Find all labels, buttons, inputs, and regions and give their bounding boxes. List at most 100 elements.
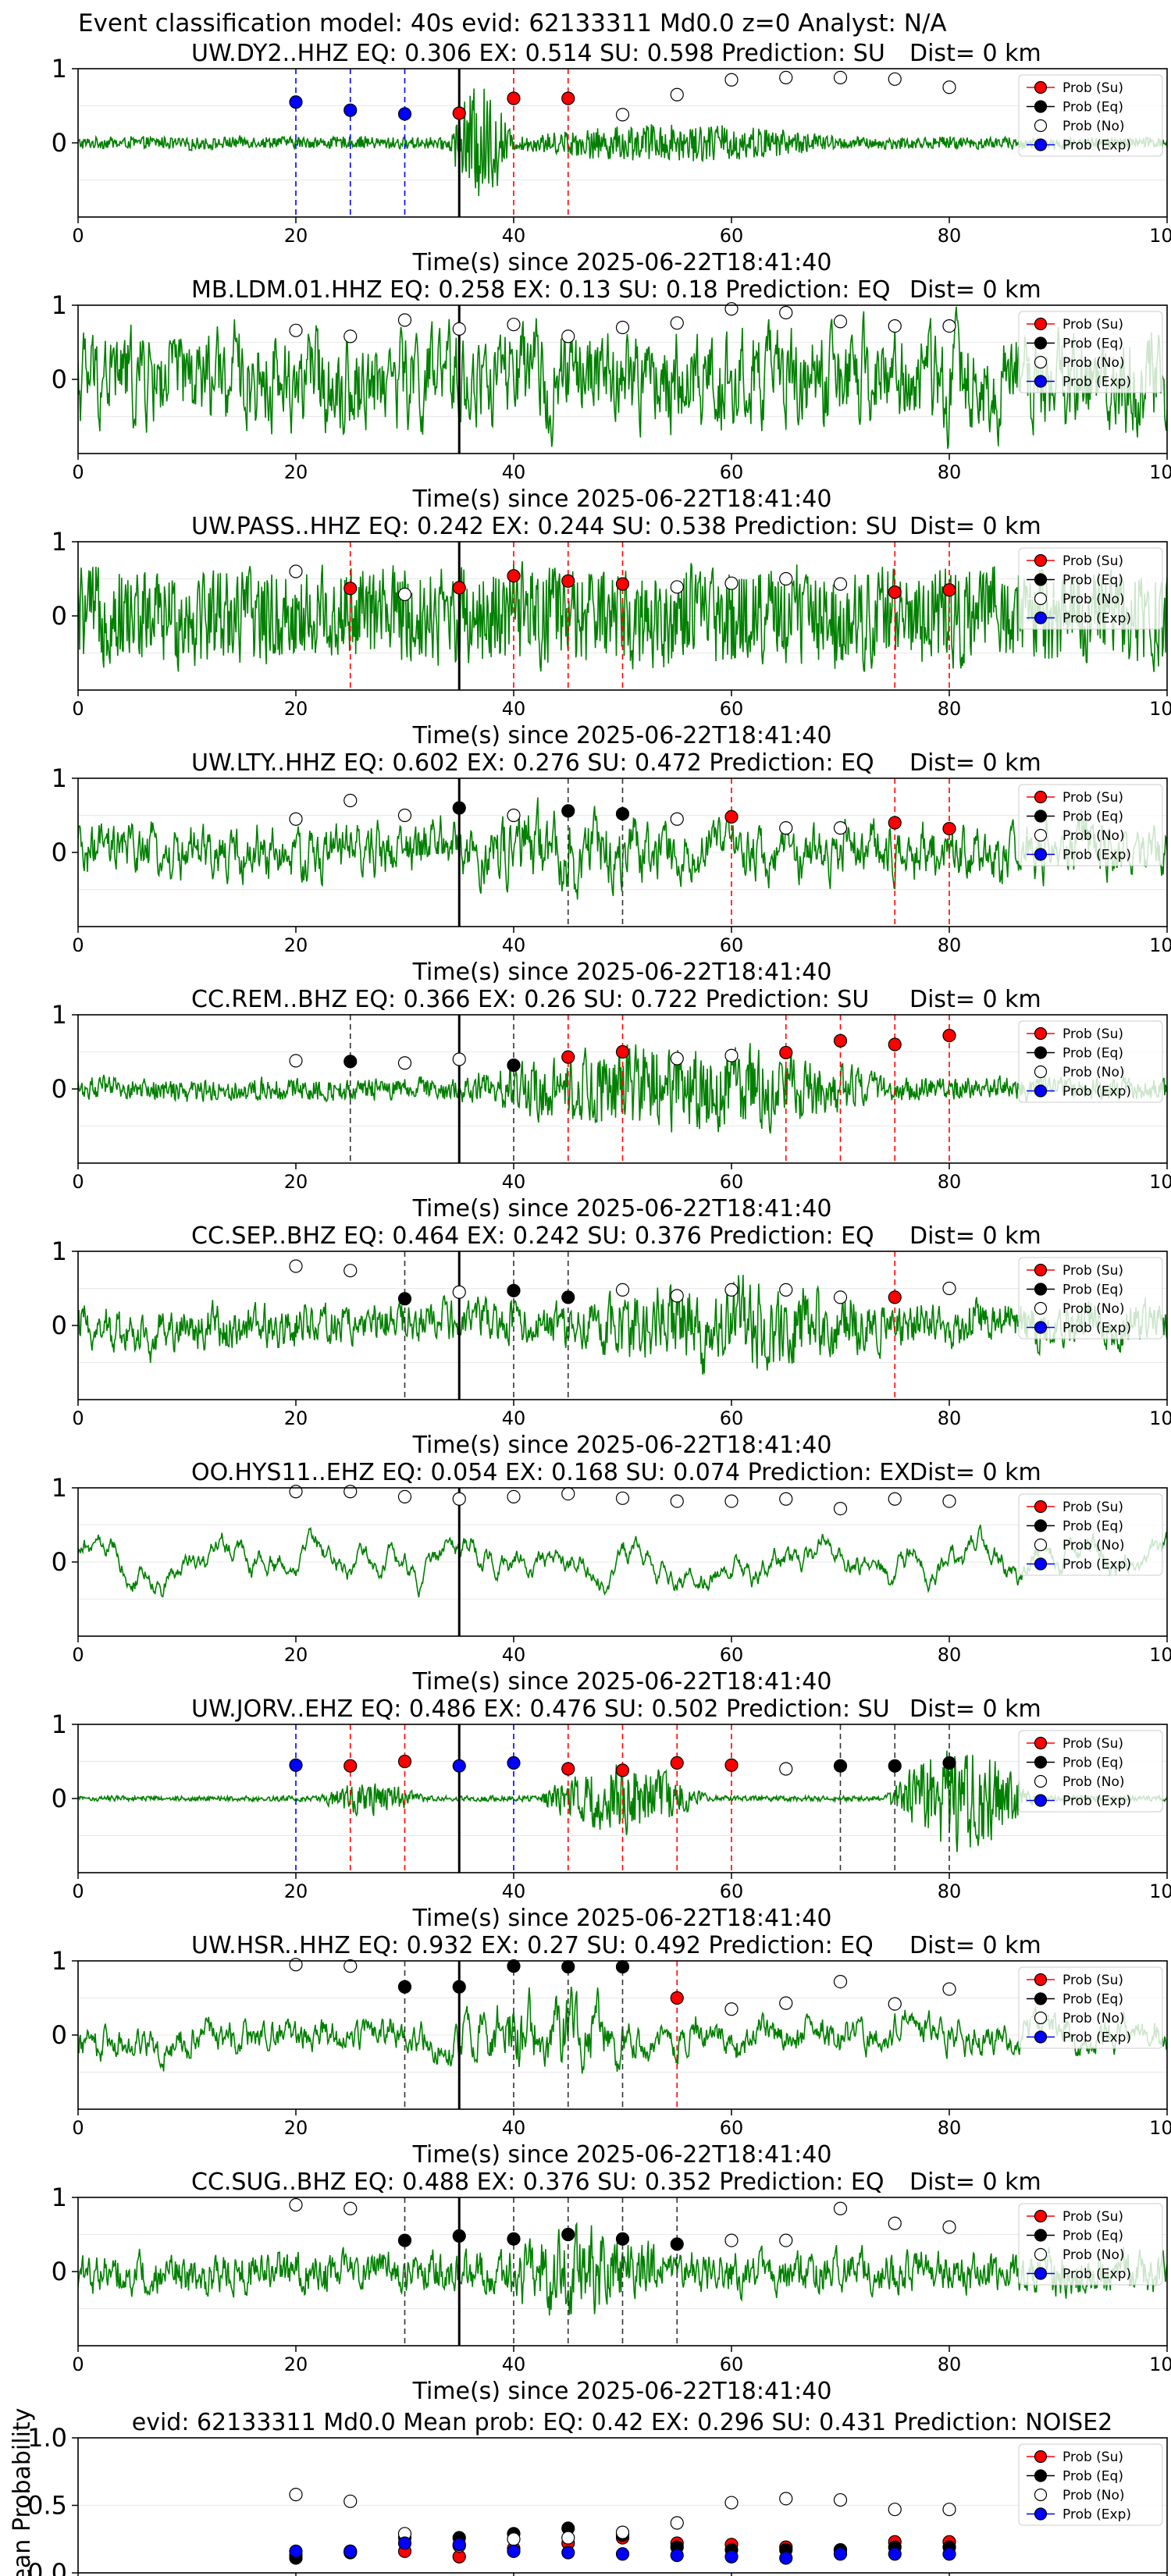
legend-marker-exp — [1034, 2507, 1048, 2521]
prob-marker-su — [779, 1045, 793, 1060]
y-tick-label: 1 — [52, 2183, 67, 2212]
mean-marker-no — [507, 2532, 521, 2546]
prob-marker-su — [833, 1034, 848, 1048]
mean-marker-exp — [942, 2547, 956, 2561]
prob-marker-eq — [561, 1960, 575, 1974]
x-tick-label: 100 — [1149, 1644, 1171, 1666]
mean-marker-no — [833, 2492, 848, 2507]
prob-marker-su — [507, 91, 521, 105]
legend-box — [1018, 784, 1163, 866]
legend-marker-no — [1034, 119, 1048, 133]
prob-marker-exp — [507, 1756, 521, 1770]
x-tick-label: 20 — [284, 1407, 308, 1429]
legend-label: Prob (No) — [1062, 592, 1125, 607]
waveform-trace — [78, 1986, 1167, 2074]
x-tick-label: 40 — [502, 698, 526, 720]
x-tick-label: 60 — [720, 1407, 744, 1429]
x-tick-label: 20 — [284, 2354, 308, 2375]
legend-marker-eq — [1034, 1992, 1048, 2005]
legend-label: Prob (Exp) — [1062, 1794, 1131, 1809]
panel-distance: Dist= 0 km — [909, 1459, 1041, 1486]
legend-label: Prob (Eq) — [1062, 1756, 1123, 1771]
prob-marker-su — [670, 1756, 684, 1770]
x-axis-label: Time(s) since 2025-06-22T18:41:40 — [412, 2378, 832, 2405]
y-tick-label: 0 — [52, 1784, 67, 1813]
mean-marker-exp — [561, 2546, 575, 2560]
prob-marker-no — [670, 1289, 684, 1303]
legend: Prob (Su) Prob (Eq) Prob (No) Prob (Exp) — [1018, 1257, 1163, 1340]
prob-marker-no — [343, 2201, 358, 2215]
prob-marker-no — [561, 329, 575, 343]
panel-title: OO.HYS11..EHZ EQ: 0.054 EX: 0.168 SU: 0.… — [191, 1459, 910, 1486]
legend-marker-eq — [1034, 2229, 1048, 2242]
prob-marker-no — [670, 1494, 684, 1508]
prob-marker-su — [397, 1754, 412, 1769]
prob-marker-no — [779, 571, 793, 586]
prob-marker-no — [724, 73, 739, 87]
prob-marker-su — [888, 816, 902, 830]
prob-marker-su — [942, 583, 956, 597]
prob-marker-no — [779, 305, 793, 320]
panel-title: UW.PASS..HHZ EQ: 0.242 EX: 0.244 SU: 0.5… — [191, 513, 898, 540]
legend-marker-exp — [1034, 2267, 1048, 2280]
prob-marker-no — [289, 2197, 303, 2212]
mean-marker-no — [343, 2494, 358, 2508]
y-tick-label: 1 — [52, 1236, 67, 1266]
prob-marker-no — [289, 1259, 303, 1273]
x-tick-label: 20 — [284, 1644, 308, 1666]
prob-marker-no — [779, 821, 793, 835]
x-tick-label: 20 — [284, 461, 308, 483]
mean-marker-exp — [833, 2547, 848, 2561]
x-tick-label: 80 — [938, 1880, 962, 1902]
legend-label: Prob (Su) — [1062, 553, 1123, 569]
y-tick-label: 0 — [52, 1074, 67, 1104]
x-tick-label: 20 — [284, 225, 308, 247]
legend-label: Prob (Exp) — [1062, 848, 1131, 863]
x-tick-label: 0 — [72, 461, 84, 483]
legend-label: Prob (Eq) — [1062, 336, 1123, 352]
x-tick-label: 60 — [720, 1880, 744, 1902]
x-tick-label: 60 — [720, 461, 744, 483]
prob-marker-no — [452, 1052, 466, 1066]
legend-label: Prob (Exp) — [1062, 2030, 1131, 2046]
x-tick-label: 40 — [502, 225, 526, 247]
x-tick-label: 80 — [938, 1407, 962, 1429]
mean-marker-no — [289, 2488, 303, 2502]
prob-marker-su — [615, 1763, 630, 1777]
legend-marker-su — [1034, 317, 1048, 331]
legend-box — [1018, 1257, 1163, 1340]
waveform-trace — [78, 306, 1167, 450]
prob-marker-no — [888, 319, 902, 333]
prob-marker-no — [888, 2216, 902, 2230]
prob-marker-no — [452, 1285, 466, 1299]
prob-marker-no — [343, 1959, 358, 1973]
legend: Prob (Su) Prob (Eq) Prob (No) Prob (Exp) — [1018, 311, 1163, 393]
panel-title: evid: 62133311 Md0.0 Mean prob: EQ: 0.42… — [132, 2409, 1113, 2436]
x-axis-label: Time(s) since 2025-06-22T18:41:40 — [412, 959, 832, 986]
prob-marker-no — [397, 1056, 412, 1070]
prob-marker-no — [888, 1492, 902, 1506]
x-tick-label: 80 — [938, 225, 962, 247]
legend-label: Prob (No) — [1062, 2247, 1125, 2263]
x-tick-label: 60 — [720, 225, 744, 247]
y-tick-label: 0 — [52, 128, 67, 158]
x-tick-label: 60 — [720, 1644, 744, 1666]
prob-marker-eq — [615, 1960, 630, 1974]
legend-label: Prob (Su) — [1062, 1973, 1123, 1988]
x-tick-label: 20 — [284, 1880, 308, 1902]
legend-box — [1018, 1966, 1163, 2049]
legend-marker-eq — [1034, 1756, 1048, 1769]
legend-label: Prob (Eq) — [1062, 1283, 1123, 1298]
waveform-trace — [78, 2221, 1167, 2316]
prob-marker-no — [724, 1048, 739, 1062]
mean-marker-exp — [724, 2549, 739, 2564]
prob-marker-no — [289, 1054, 303, 1068]
prob-marker-eq — [561, 1290, 575, 1304]
legend-box — [1018, 74, 1163, 157]
x-tick-label: 40 — [502, 1171, 526, 1193]
legend: Prob (Su) Prob (Eq) Prob (No) Prob (Exp) — [1018, 547, 1163, 630]
mean-marker-exp — [397, 2536, 412, 2550]
x-tick-label: 60 — [720, 2117, 744, 2139]
prob-marker-no — [833, 1290, 848, 1304]
